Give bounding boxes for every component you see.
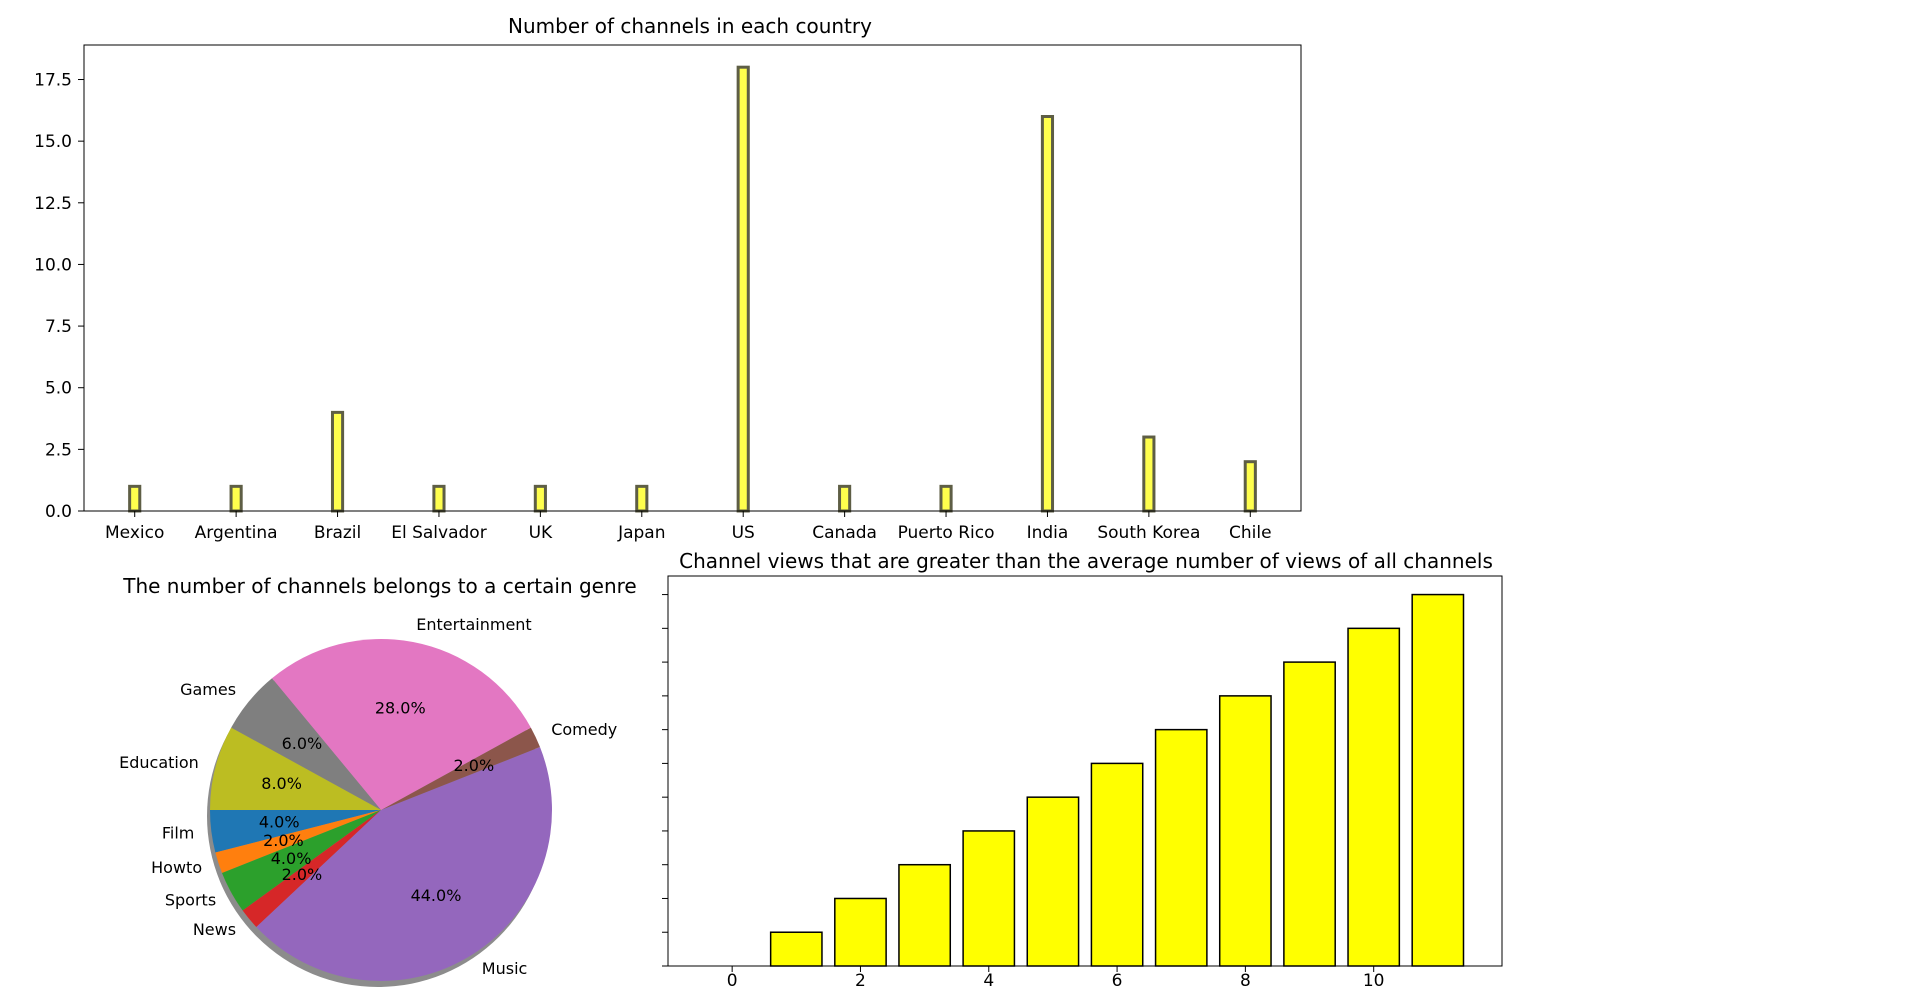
pie-label-education: Education (119, 753, 199, 772)
views-bar (769, 931, 823, 967)
views-axes-frame (667, 575, 1503, 967)
views-bar (1347, 627, 1401, 967)
country-bar (128, 484, 142, 513)
pie-pct-sports: 4.0% (271, 849, 312, 868)
views-x-ticks: 0 2 4 6 8 10 (727, 966, 1385, 987)
pie-labels: Film 4.0% Howto 2.0% Sports 4.0% News 2.0% Music… (119, 615, 617, 978)
views-bar (1283, 661, 1336, 967)
pie-slice-film (210, 810, 381, 853)
country-y-ticks: 0.0 2.5 5.0 7.5 10.0 12.5 15.0 17.5 (34, 71, 84, 522)
country-bar (939, 484, 953, 513)
country-bar (1142, 435, 1156, 513)
country-y-tick-label: 10.0 (34, 255, 72, 275)
country-bar (635, 484, 649, 513)
country-x-tick-label: India (1027, 523, 1069, 543)
pie-slice-howto (215, 810, 381, 873)
country-bar (330, 410, 345, 513)
country-x-tick-label: UK (529, 523, 553, 543)
country-bar (229, 484, 243, 513)
pie-slice-news (242, 810, 381, 928)
pie-slice-games (231, 678, 381, 810)
country-x-tick-label: Argentina (195, 523, 278, 543)
genre-chart-title: The number of channels belongs to a cert… (122, 574, 637, 598)
country-x-tick-label: El Salvador (391, 523, 486, 543)
pie-label-entertainment: Entertainment (416, 615, 531, 634)
views-bar (1154, 728, 1208, 967)
views-x-tick-label: 2 (855, 971, 866, 987)
views-y-ticks (662, 594, 668, 967)
pie-label-howto: Howto (151, 858, 202, 877)
pie-pct-education: 8.0% (261, 774, 302, 793)
pie-slice-music (256, 747, 552, 981)
country-y-tick-label: 17.5 (34, 71, 72, 91)
pie-label-games: Games (180, 680, 236, 699)
country-x-ticks: Mexico Argentina Brazil El Salvador UK Japan U… (105, 511, 1272, 543)
pie-label-comedy: Comedy (551, 720, 617, 739)
views-bar (1090, 762, 1144, 967)
country-y-tick-label: 15.0 (34, 132, 72, 152)
country-bar (1040, 115, 1055, 513)
views-bar (834, 897, 887, 967)
pie-slice-comedy (381, 727, 540, 810)
country-y-tick-label: 2.5 (45, 440, 72, 460)
genre-pie-chart: The number of channels belongs to a cert… (119, 574, 637, 987)
pie-pct-howto: 2.0% (263, 831, 304, 850)
country-y-tick-label: 0.0 (45, 502, 72, 522)
country-x-tick-label: Mexico (105, 523, 164, 543)
pie-slice-sports (222, 810, 381, 911)
country-bar (838, 484, 852, 513)
country-x-tick-label: US (732, 523, 755, 543)
pie-pct-music: 44.0% (411, 886, 462, 905)
country-axes-frame (83, 44, 1302, 512)
pie-pct-film: 4.0% (259, 812, 300, 831)
views-x-tick-label: 8 (1240, 971, 1251, 987)
country-y-tick-label: 12.5 (34, 194, 72, 214)
views-bar-chart: Channel views that are greater than the … (662, 549, 1503, 987)
views-bar (1026, 796, 1080, 967)
pie-slices (210, 638, 552, 981)
pie-slice-entertainment (272, 638, 531, 810)
pie-label-sports: Sports (165, 891, 216, 910)
pie-pct-entertainment: 28.0% (375, 699, 426, 718)
pie-slice-education (210, 727, 381, 810)
country-y-tick-label: 5.0 (45, 379, 72, 399)
views-x-tick-label: 0 (727, 971, 738, 987)
country-bar (736, 65, 750, 513)
country-x-tick-label: Canada (812, 523, 877, 543)
country-chart-title: Number of channels in each country (508, 14, 872, 38)
country-bar (432, 484, 446, 513)
pie-pct-comedy: 2.0% (454, 756, 495, 775)
pie-pct-news: 2.0% (282, 865, 323, 884)
country-x-tick-label: Chile (1229, 523, 1272, 543)
views-bars (769, 593, 1465, 967)
country-x-tick-label: South Korea (1097, 523, 1200, 543)
views-x-tick-label: 6 (1112, 971, 1123, 987)
views-bar (962, 830, 1016, 967)
views-x-tick-label: 4 (983, 971, 994, 987)
views-bar (1218, 695, 1272, 967)
country-x-tick-label: Puerto Rico (898, 523, 995, 543)
country-x-tick-label: Brazil (314, 523, 361, 543)
country-bar (533, 484, 547, 513)
country-y-tick-label: 7.5 (45, 317, 72, 337)
views-bar (898, 863, 952, 967)
country-bar (1243, 460, 1257, 513)
views-x-tick-label: 10 (1363, 971, 1385, 987)
views-bar (1411, 593, 1465, 967)
pie-label-news: News (193, 920, 236, 939)
pie-label-music: Music (482, 959, 528, 978)
country-bar-chart: Number of channels in each country 0.0 2.… (34, 14, 1302, 543)
views-chart-title: Channel views that are greater than the … (679, 549, 1493, 573)
pie-pct-games: 6.0% (282, 734, 323, 753)
country-x-tick-label: Japan (617, 523, 665, 543)
pie-label-film: Film (162, 824, 195, 843)
